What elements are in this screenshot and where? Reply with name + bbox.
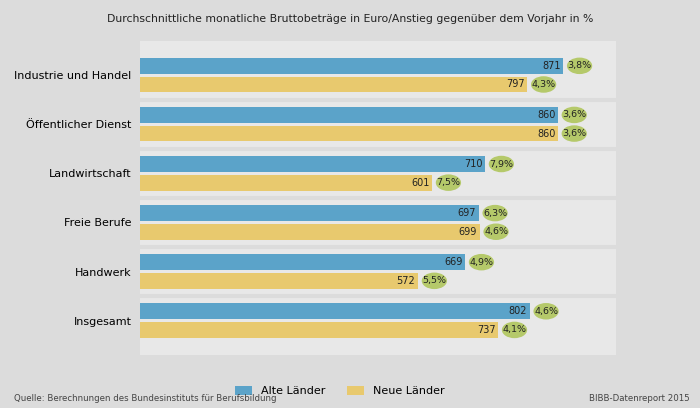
Text: BIBB-Datenreport 2015: BIBB-Datenreport 2015 — [589, 394, 690, 403]
Ellipse shape — [489, 156, 514, 172]
Text: 5,5%: 5,5% — [422, 276, 447, 285]
Ellipse shape — [561, 106, 587, 123]
Ellipse shape — [561, 125, 587, 142]
Text: 4,9%: 4,9% — [470, 258, 494, 267]
Text: 860: 860 — [537, 129, 555, 139]
Text: 860: 860 — [537, 110, 555, 120]
Bar — [140, 107, 558, 123]
Bar — [140, 126, 558, 142]
Text: 797: 797 — [506, 80, 525, 89]
Bar — [140, 322, 498, 338]
Text: 6,3%: 6,3% — [483, 208, 507, 217]
Bar — [140, 304, 529, 319]
Text: 697: 697 — [458, 208, 476, 218]
Ellipse shape — [567, 58, 592, 74]
Ellipse shape — [436, 174, 461, 191]
Ellipse shape — [531, 76, 556, 93]
Text: 3,6%: 3,6% — [562, 111, 587, 120]
Bar — [140, 156, 485, 172]
Text: 710: 710 — [464, 159, 482, 169]
Text: 802: 802 — [509, 306, 527, 316]
Text: Quelle: Berechnungen des Bundesinstituts für Berufsbildung: Quelle: Berechnungen des Bundesinstituts… — [14, 394, 276, 403]
Bar — [140, 175, 432, 191]
Text: Durchschnittliche monatliche Bruttobeträge in Euro/Anstieg gegenüber dem Vorjahr: Durchschnittliche monatliche Bruttobeträ… — [107, 14, 593, 24]
Text: 871: 871 — [542, 61, 561, 71]
Ellipse shape — [533, 303, 559, 319]
Text: 3,6%: 3,6% — [562, 129, 587, 138]
Text: 4,1%: 4,1% — [503, 326, 526, 335]
Bar — [140, 58, 563, 74]
Ellipse shape — [469, 254, 494, 271]
Ellipse shape — [484, 224, 509, 240]
Bar — [140, 77, 527, 92]
Ellipse shape — [482, 205, 508, 222]
Text: 601: 601 — [411, 177, 430, 188]
Text: 572: 572 — [397, 276, 415, 286]
Text: 699: 699 — [458, 227, 477, 237]
Text: 7,9%: 7,9% — [489, 160, 513, 169]
Bar — [140, 273, 418, 289]
Bar — [140, 254, 465, 270]
Text: 7,5%: 7,5% — [436, 178, 461, 187]
Legend: Alte Länder, Neue Länder: Alte Länder, Neue Länder — [235, 386, 444, 396]
Text: 737: 737 — [477, 325, 496, 335]
Ellipse shape — [421, 273, 447, 289]
Text: 4,3%: 4,3% — [531, 80, 556, 89]
Text: 669: 669 — [444, 257, 463, 267]
Text: 3,8%: 3,8% — [568, 61, 592, 70]
Text: 4,6%: 4,6% — [534, 307, 558, 316]
Text: 4,6%: 4,6% — [484, 227, 508, 236]
Bar — [140, 224, 480, 239]
Bar — [140, 205, 479, 221]
Ellipse shape — [502, 322, 527, 338]
